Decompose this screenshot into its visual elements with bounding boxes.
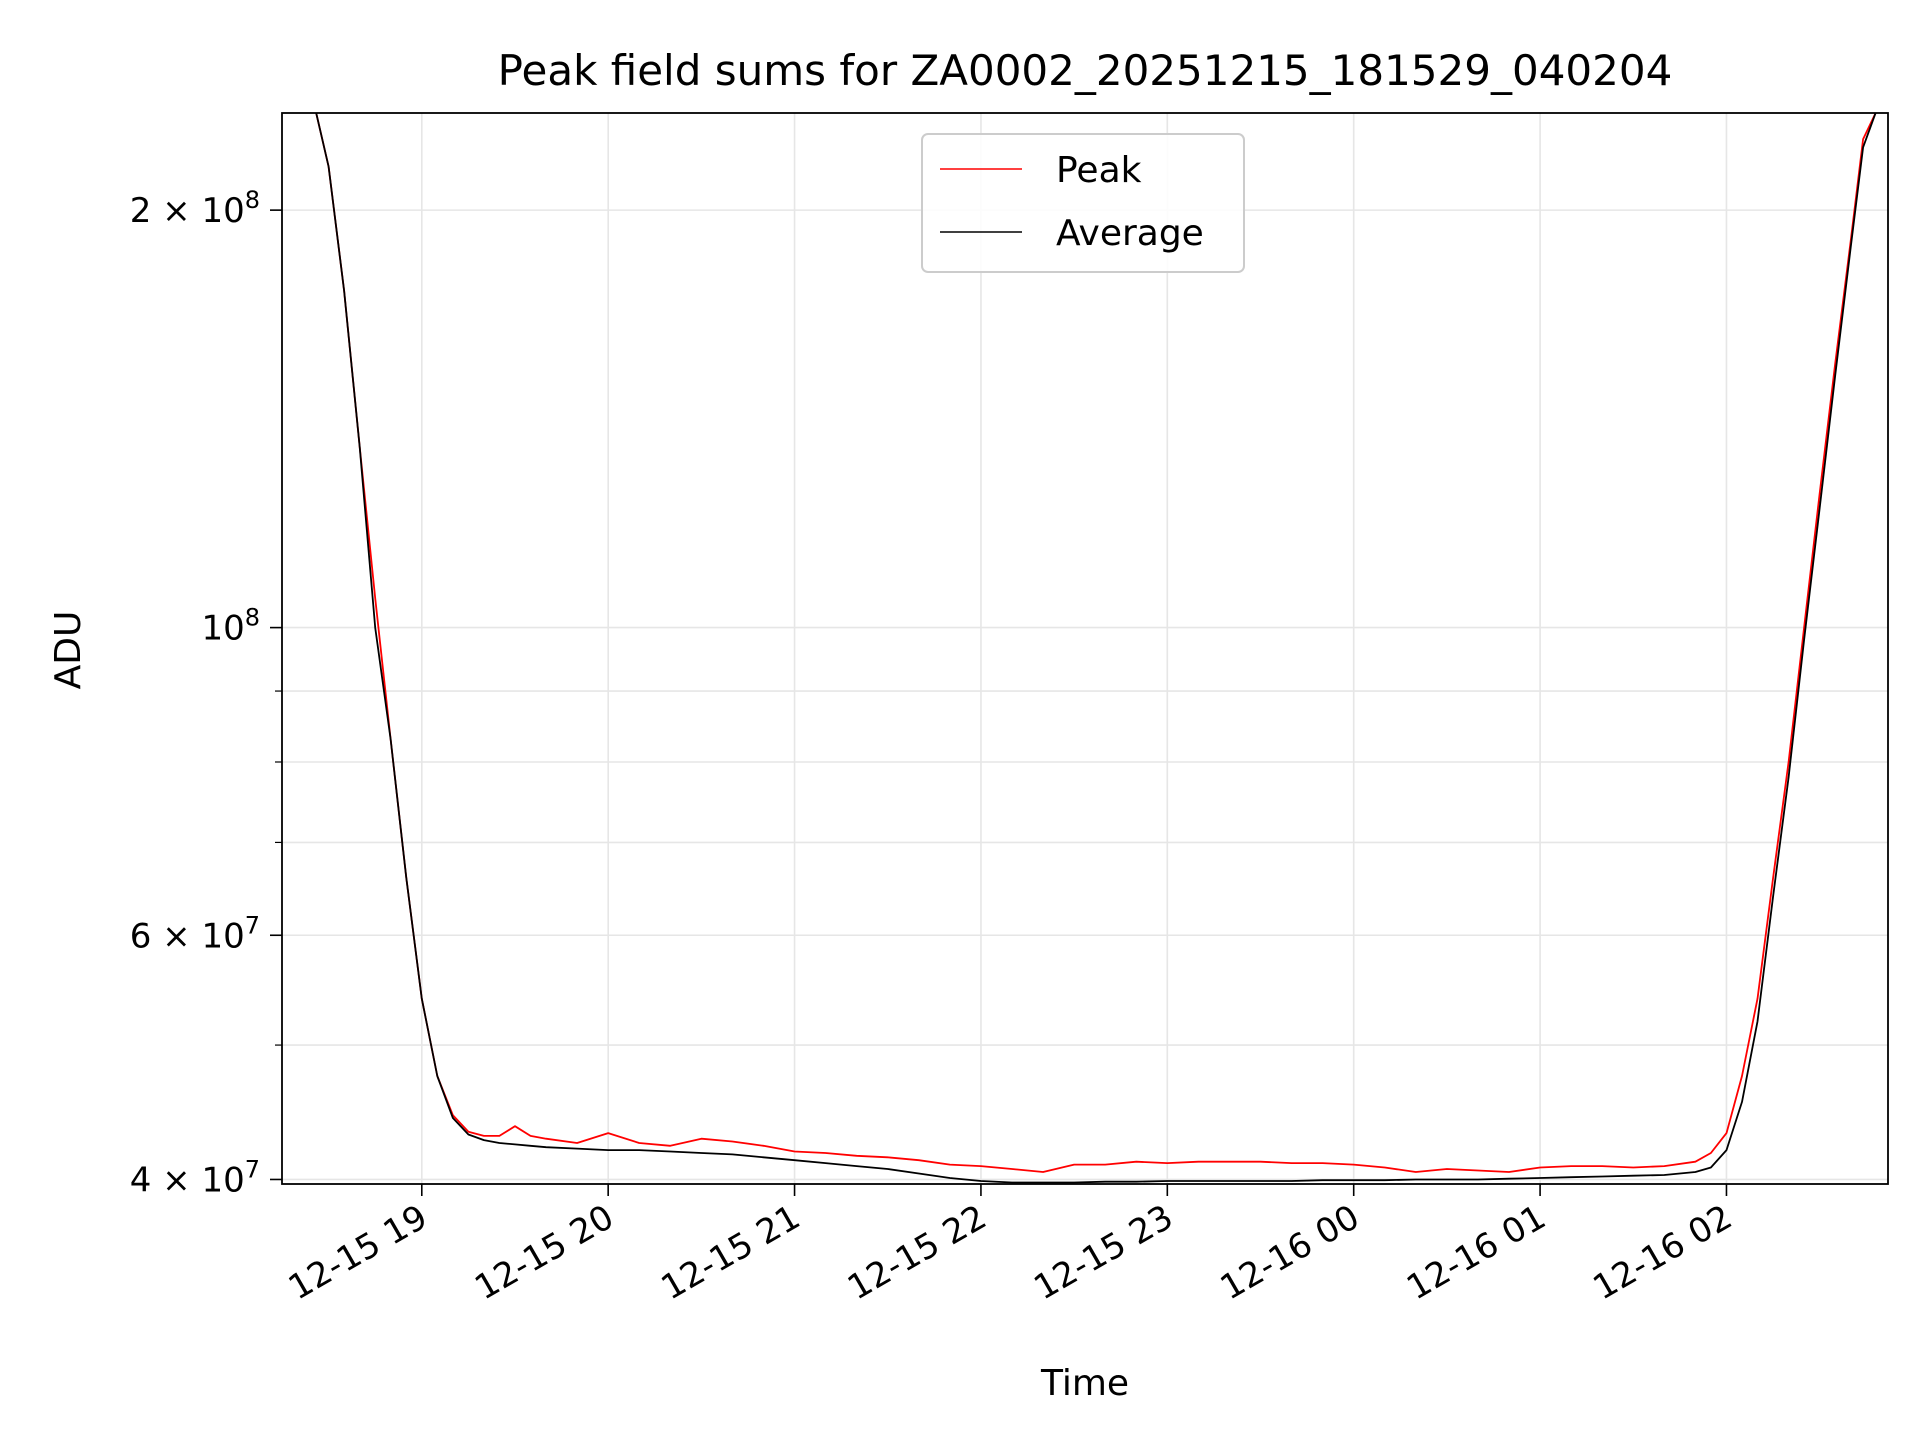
series-line-average: [315, 113, 1877, 1184]
x-axis-label: Time: [1040, 1363, 1129, 1404]
series-line-peak: [315, 113, 1877, 1173]
y-tick-label: 4 × 107: [130, 1155, 260, 1200]
chart-title: Peak field sums for ZA0002_20251215_1815…: [498, 46, 1673, 95]
legend-label-peak: Peak: [1056, 150, 1142, 191]
y-tick-label: 6 × 107: [130, 911, 260, 956]
legend: Peak Average: [921, 133, 1245, 273]
y-axis-label: ADU: [48, 611, 89, 690]
plot-frame: [281, 112, 1889, 1185]
legend-label-average: Average: [1056, 213, 1204, 254]
y-tick-label: 2 × 108: [130, 186, 260, 231]
grid: [282, 113, 1888, 1184]
y-tick-label: 108: [201, 604, 260, 649]
series-layer: [315, 113, 1877, 1184]
